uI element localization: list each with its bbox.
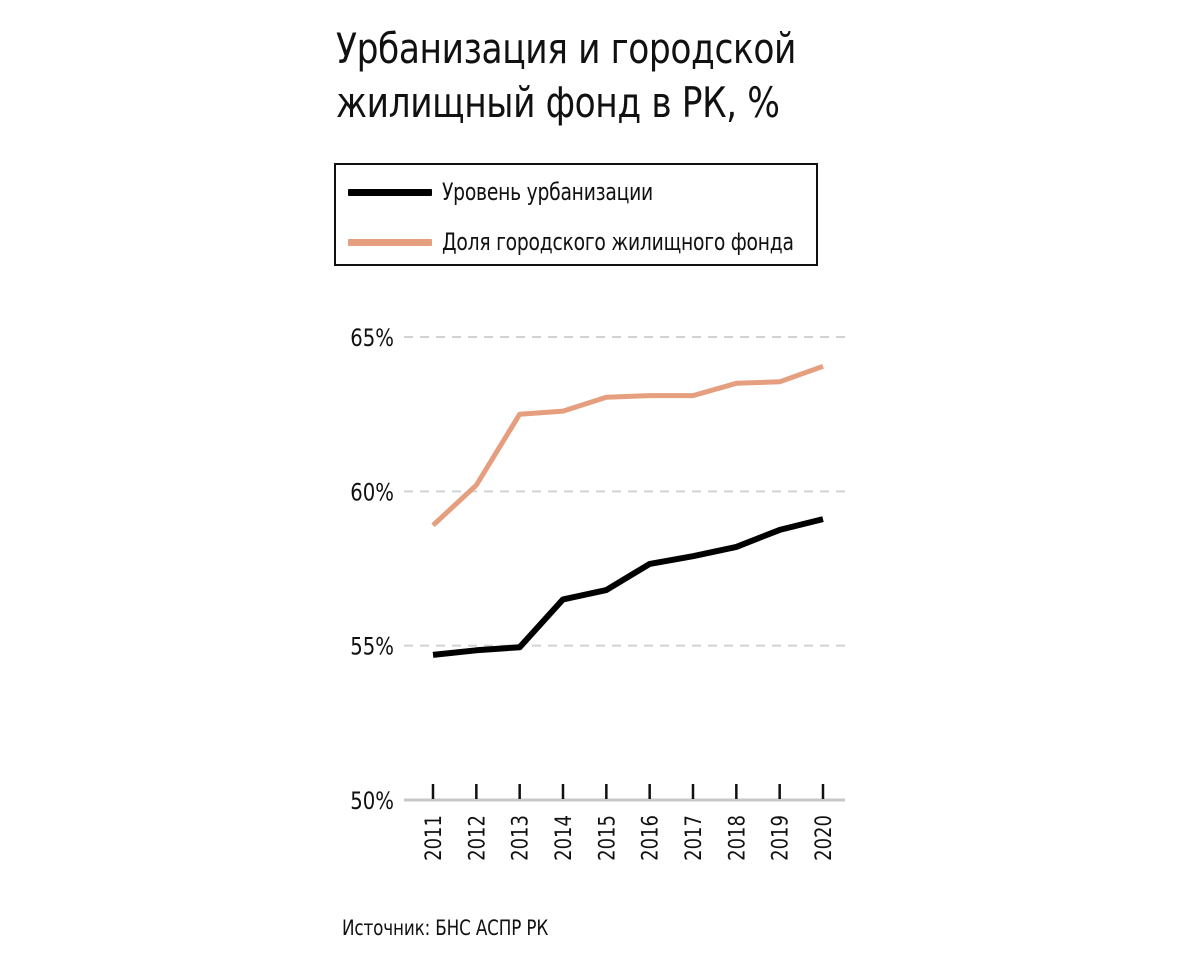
x-tick-label-2019: 2019 xyxy=(767,815,793,861)
chart-title: Урбанизация и городской жилищный фонд в … xyxy=(336,22,797,130)
y-tick-label-50: 50% xyxy=(350,788,394,815)
legend-item-housing-share: Доля городского жилищного фонда xyxy=(348,227,893,257)
chart-title-line-2: жилищный фонд в РК, % xyxy=(336,78,780,127)
y-tick-label-65: 65% xyxy=(350,325,394,352)
x-tick-label-2014: 2014 xyxy=(550,815,576,861)
series-line-urbanization xyxy=(432,516,824,658)
x-tick-label-2012: 2012 xyxy=(464,815,490,861)
legend-label-housing-share: Доля городского жилищного фонда xyxy=(442,228,794,256)
x-tick-label-2017: 2017 xyxy=(680,815,706,861)
legend-swatch-urbanization xyxy=(348,188,432,196)
x-tick-label-2018: 2018 xyxy=(724,815,750,861)
y-tick-label-55: 55% xyxy=(350,634,394,661)
legend-swatch-housing-share xyxy=(348,238,432,246)
x-tick-label-2020: 2020 xyxy=(810,815,836,861)
source-note: Источник: БНС АСПР РК xyxy=(342,916,549,940)
x-tick-label-2011: 2011 xyxy=(420,815,446,861)
y-tick-label-60: 60% xyxy=(350,480,394,507)
series-line-housing-share xyxy=(431,363,824,528)
chart-title-line-1: Урбанизация и городской xyxy=(336,24,797,73)
x-tick-label-2016: 2016 xyxy=(637,815,663,861)
x-tick-label-2015: 2015 xyxy=(594,815,620,861)
legend-item-urbanization: Уровень урбанизации xyxy=(348,177,712,207)
legend-label-urbanization: Уровень урбанизации xyxy=(442,178,653,206)
chart-legend: Уровень урбанизации Доля городского жили… xyxy=(334,163,818,266)
x-tick-label-2013: 2013 xyxy=(507,815,533,861)
